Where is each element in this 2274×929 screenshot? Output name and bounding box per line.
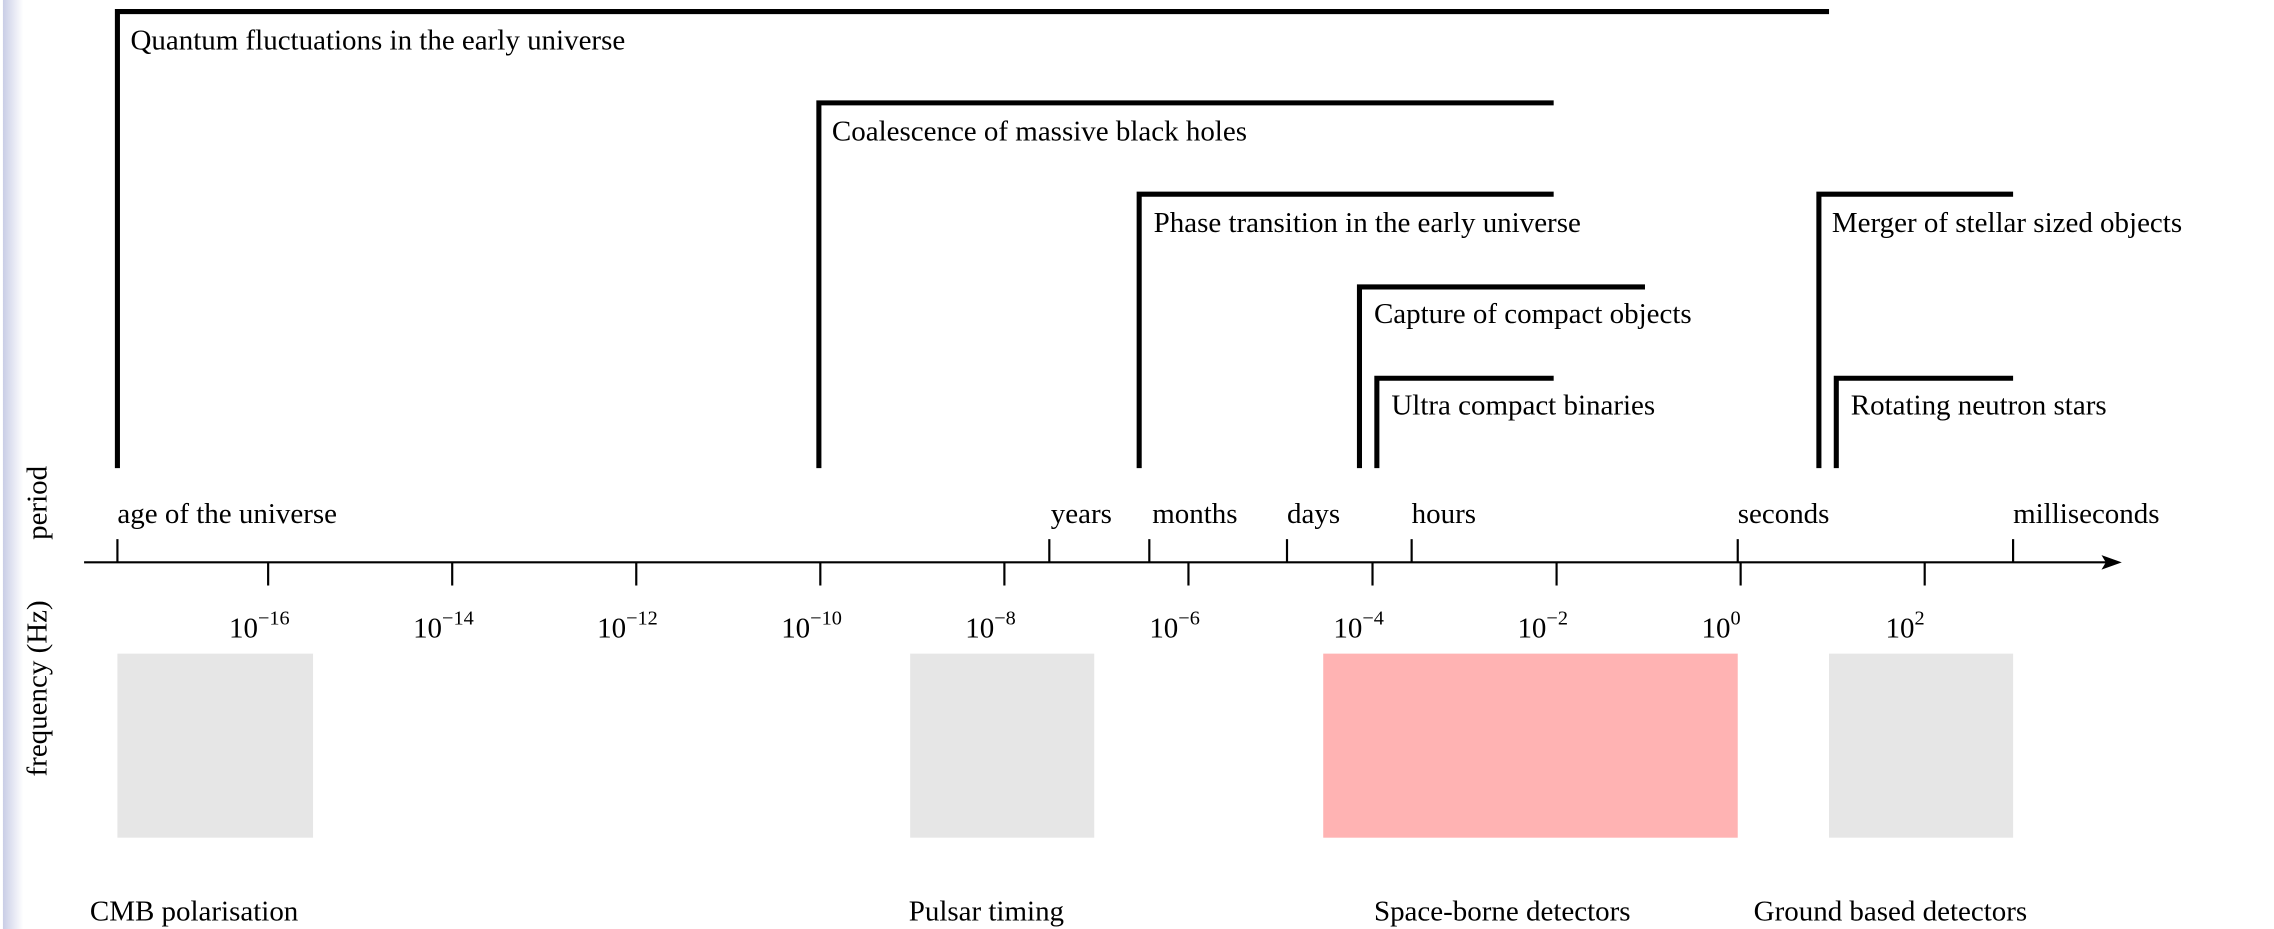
tick-base: 10 — [781, 613, 810, 645]
period-label: milliseconds — [2013, 498, 2159, 530]
period-label: age of the universe — [117, 498, 337, 530]
axis-arrow — [2101, 555, 2122, 570]
tick-exponent: −6 — [1178, 608, 1200, 630]
tick-exponent: 2 — [1915, 608, 1925, 630]
frequency-tick-label: 10−10 — [781, 608, 842, 645]
detector-band — [1323, 653, 1738, 838]
period-label: years — [1051, 498, 1112, 530]
frequency-label: frequency (Hz) — [21, 600, 53, 776]
source-bracket — [816, 100, 1554, 469]
source-bracket — [1136, 191, 1554, 469]
source-bracket — [114, 9, 1830, 469]
tick-exponent: −8 — [994, 608, 1016, 630]
frequency-tick-label: 10−16 — [229, 608, 290, 645]
tick-base: 10 — [965, 613, 994, 645]
frequency-tick-label: 10−2 — [1517, 608, 1568, 645]
detector-band — [910, 653, 1095, 838]
tick-exponent: −16 — [258, 608, 290, 630]
frequency-tick-label: 102 — [1886, 608, 1925, 645]
tick-exponent: −4 — [1362, 608, 1384, 630]
tick-exponent: 0 — [1730, 608, 1740, 630]
frequency-tick-label: 10−8 — [965, 608, 1016, 645]
source-label: Coalescence of massive black holes — [832, 116, 1247, 148]
period-label: hours — [1412, 498, 1476, 530]
tick-base: 10 — [1517, 613, 1546, 645]
tick-exponent: −14 — [442, 608, 474, 630]
edge-texture — [2, 0, 24, 929]
detector-band — [1829, 653, 2014, 838]
detector-label: CMB polarisation — [90, 895, 299, 927]
tick-base: 10 — [229, 613, 258, 645]
frequency-tick-label: 10−14 — [413, 608, 474, 645]
source-bracket — [1833, 375, 2014, 469]
source-label: Quantum fluctuations in the early univer… — [130, 24, 625, 56]
source-bracket — [1816, 191, 2014, 469]
detector-label: Ground based detectors — [1754, 895, 2028, 927]
tick-base: 10 — [597, 613, 626, 645]
frequency-tick-label: 10−6 — [1149, 608, 1200, 645]
source-label: Rotating neutron stars — [1851, 389, 2107, 421]
detector-band — [117, 653, 314, 838]
tick-base: 10 — [413, 613, 442, 645]
source-bracket — [1356, 284, 1645, 469]
tick-base: 10 — [1149, 613, 1178, 645]
source-label: Capture of compact objects — [1374, 298, 1692, 330]
source-label: Phase transition in the early universe — [1154, 207, 1581, 239]
tick-exponent: −10 — [810, 608, 842, 630]
frequency-tick-label: 10−12 — [597, 608, 658, 645]
tick-exponent: −12 — [626, 608, 658, 630]
source-label: Ultra compact binaries — [1391, 389, 1655, 421]
source-bracket — [1374, 375, 1554, 469]
source-label: Merger of stellar sized objects — [1832, 207, 2182, 239]
period-label: months — [1152, 498, 1237, 530]
detector-label: Space-borne detectors — [1374, 895, 1631, 927]
period-label: period — [21, 465, 53, 540]
tick-exponent: −2 — [1546, 608, 1568, 630]
frequency-tick-label: 10−4 — [1333, 608, 1384, 645]
period-label: days — [1287, 498, 1340, 530]
frequency-tick-label: 100 — [1702, 608, 1741, 645]
period-label: seconds — [1738, 498, 1830, 530]
tick-base: 10 — [1886, 613, 1915, 645]
tick-base: 10 — [1333, 613, 1362, 645]
tick-base: 10 — [1702, 613, 1731, 645]
detector-label: Pulsar timing — [909, 895, 1064, 927]
